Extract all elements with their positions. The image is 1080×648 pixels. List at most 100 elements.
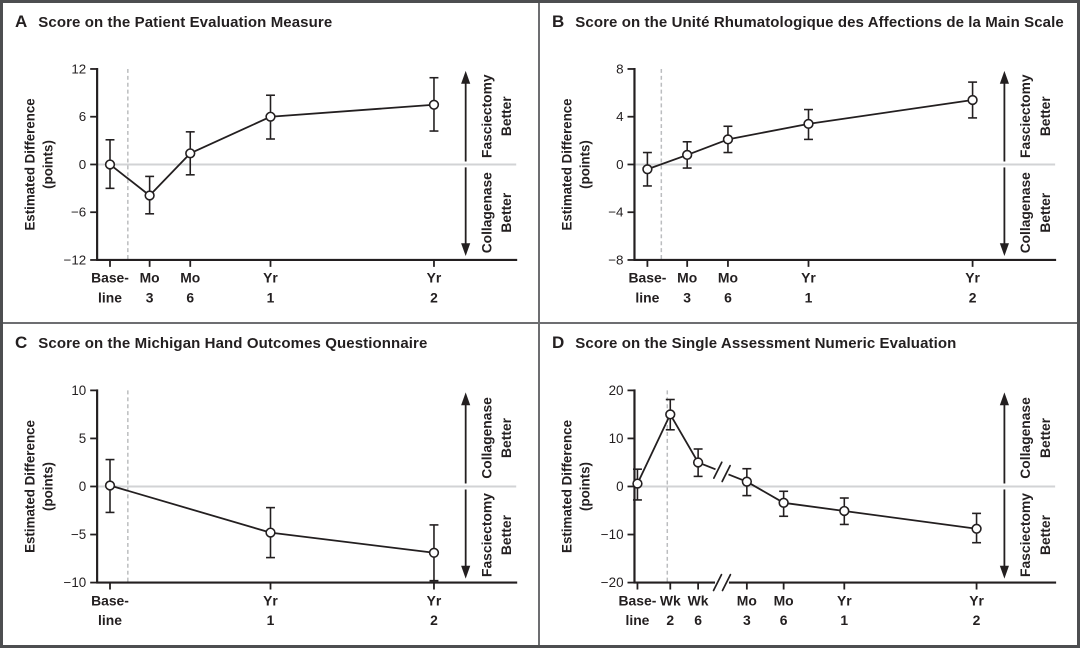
panel-c-letter: C <box>15 333 28 352</box>
y-tick-label: 20 <box>609 383 624 398</box>
x-tick-label: Mo <box>140 270 160 286</box>
y-axis-label: (points) <box>40 462 55 511</box>
data-point <box>967 81 978 119</box>
panel-c-title-text: Score on the Michigan Hand Outcomes Ques… <box>38 335 428 352</box>
x-tick-label: 2 <box>666 612 674 628</box>
x-tick-label: Wk <box>660 592 681 608</box>
y-axis-label: Estimated Difference <box>559 98 574 230</box>
data-point <box>144 175 155 215</box>
x-tick-label: 6 <box>694 612 702 628</box>
point-marker <box>967 94 978 106</box>
point-marker <box>104 159 116 170</box>
arrow-up-head-icon <box>999 70 1009 84</box>
x-tick-label: Yr <box>965 270 980 286</box>
arrow-down-label: Better <box>498 192 514 232</box>
x-tick-label: 6 <box>780 612 788 628</box>
x-tick-label: Yr <box>801 270 816 286</box>
arrow-down-label: Fasciectomy <box>478 493 494 577</box>
point-marker <box>839 505 850 517</box>
y-tick-label: −10 <box>601 527 624 542</box>
arrow-down-head-icon <box>999 243 1009 257</box>
x-tick-label: Base- <box>91 270 129 286</box>
arrow-down-head-icon <box>461 565 471 579</box>
y-tick-label: −5 <box>71 527 86 542</box>
x-tick-label: 3 <box>743 612 751 628</box>
arrow-down-label: Collagenase <box>1017 172 1033 253</box>
data-point <box>428 76 440 132</box>
arrow-up-label: Better <box>1037 96 1053 136</box>
x-tick-label: Yr <box>263 270 278 286</box>
point-marker <box>265 111 276 122</box>
panel-a-title-text: Score on the Patient Evaluation Measure <box>38 14 333 31</box>
point-marker <box>265 527 276 538</box>
panel-b-letter: B <box>552 12 565 31</box>
arrow-down-label: Better <box>1037 192 1053 232</box>
panel-a-plot: 12 6 0 −6 −12 Base-line Mo 3 Mo 6 Yr 1 Yr 2 Fasciectom… <box>22 61 518 305</box>
x-tick-label: Yr <box>837 592 852 608</box>
data-point <box>692 448 704 478</box>
panel-c: C Score on the Michigan Hand Outcomes Qu… <box>3 324 540 645</box>
x-tick-label: 2 <box>973 612 981 628</box>
series-line <box>647 99 973 171</box>
x-tick-label: Mo <box>180 270 200 286</box>
y-tick-label: −10 <box>64 575 87 590</box>
x-tick-label: 3 <box>146 289 154 305</box>
axis-break-slash <box>712 573 723 592</box>
x-tick-label: 1 <box>840 612 848 628</box>
point-marker <box>692 457 704 468</box>
axis-break-slash <box>712 461 723 479</box>
point-marker <box>682 149 693 161</box>
arrow-up-label: Fasciectomy <box>478 74 494 158</box>
data-point <box>803 108 814 141</box>
point-marker <box>428 99 440 110</box>
x-tick-label: Yr <box>969 592 984 608</box>
arrow-up-head-icon <box>999 392 1009 406</box>
x-tick-label: line <box>98 612 122 628</box>
arrow-up-label: Better <box>1037 417 1053 458</box>
arrow-down-label: Better <box>498 514 514 555</box>
data-point <box>642 151 653 187</box>
y-tick-label: 0 <box>616 479 623 494</box>
panel-a-letter: A <box>15 12 28 31</box>
arrow-up-head-icon <box>461 70 471 84</box>
data-point <box>722 125 734 154</box>
x-tick-label: 6 <box>186 289 194 305</box>
y-axis-label: (points) <box>40 140 55 189</box>
y-tick-label: 6 <box>79 109 86 124</box>
x-tick-label: Yr <box>427 270 442 286</box>
point-marker <box>104 480 116 491</box>
arrow-down-label: Collagenase <box>478 172 494 253</box>
data-point <box>632 468 643 501</box>
y-tick-label: 0 <box>79 479 86 494</box>
arrow-down-label: Fasciectomy <box>1017 493 1033 577</box>
panel-b-title-text: Score on the Unité Rhumatologique des Af… <box>575 14 1064 31</box>
y-tick-label: 12 <box>71 61 86 76</box>
point-marker <box>144 190 155 201</box>
x-tick-label: Mo <box>774 592 794 608</box>
x-tick-label: line <box>635 289 659 305</box>
y-tick-label: −20 <box>601 575 624 590</box>
arrow-up-head-icon <box>461 392 471 406</box>
y-tick-label: 0 <box>79 157 86 172</box>
y-tick-label: 0 <box>616 157 623 172</box>
arrow-down-label: Better <box>1037 514 1053 555</box>
y-axis-label: (points) <box>577 140 592 189</box>
arrow-down-head-icon <box>999 565 1009 579</box>
x-tick-label: Wk <box>688 592 709 608</box>
panel-d: D Score on the Single Assessment Numeric… <box>540 324 1077 645</box>
panel-a: A Score on the Patient Evaluation Measur… <box>3 3 540 324</box>
panel-d-title-text: Score on the Single Assessment Numeric E… <box>575 335 957 352</box>
data-point <box>185 131 196 176</box>
data-point <box>104 139 116 190</box>
data-point <box>665 398 676 431</box>
y-tick-label: −8 <box>608 252 623 267</box>
x-tick-label: Yr <box>427 592 442 608</box>
data-point <box>265 506 276 559</box>
arrow-up-label: Better <box>498 96 514 136</box>
y-axis-label: Estimated Difference <box>560 420 575 553</box>
x-tick-label: 6 <box>724 289 732 305</box>
x-tick-label: 2 <box>430 289 438 305</box>
x-tick-label: Yr <box>263 592 278 608</box>
point-marker <box>741 476 753 487</box>
